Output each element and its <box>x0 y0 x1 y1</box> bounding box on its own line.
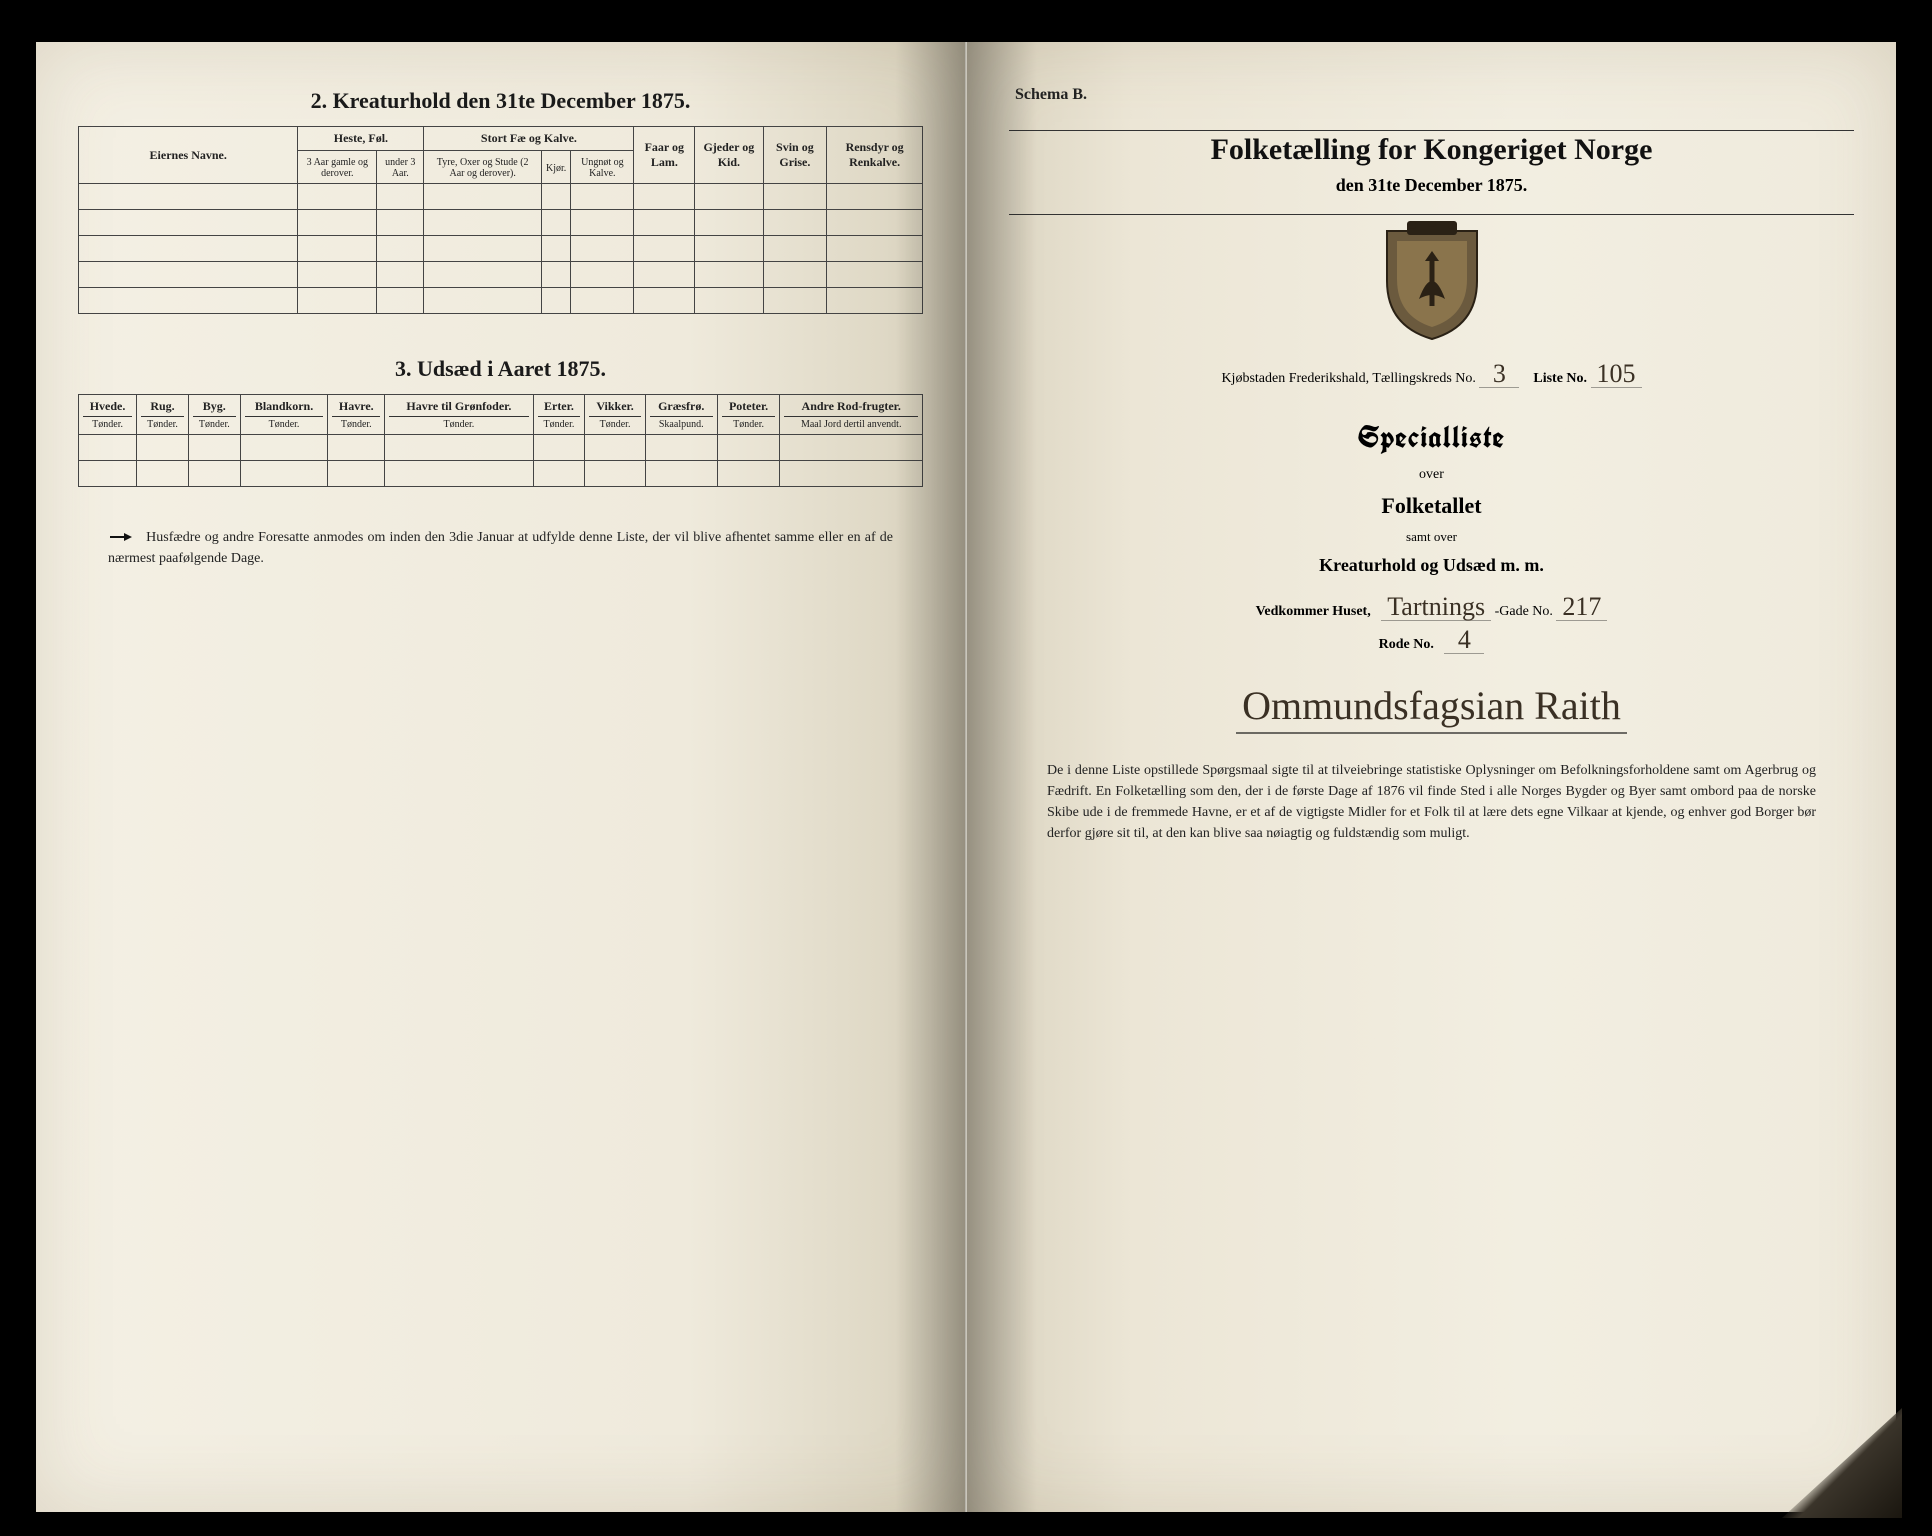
udsaed-table: Hvede.Tønder.Rug.Tønder.Byg.Tønder.Bland… <box>78 394 923 487</box>
gade-name-value: Tartnings <box>1381 594 1491 621</box>
section2-title: 2. Kreaturhold den 31te December 1875. <box>78 88 923 114</box>
table-row <box>79 184 923 210</box>
signature-value: Ommundsfagsian Raith <box>1236 686 1627 734</box>
udsaed-col: Havre.Tønder. <box>328 395 385 435</box>
udsaed-col: Byg.Tønder. <box>188 395 240 435</box>
udsaed-col: Græsfrø.Skaalpund. <box>645 395 717 435</box>
kreaturhold-table: Eiernes Navne. Heste, Føl. Stort Fæ og K… <box>78 126 923 314</box>
udsaed-col: Erter.Tønder. <box>533 395 585 435</box>
table-row <box>79 461 923 487</box>
pointing-hand-icon <box>108 529 134 545</box>
census-title: Folketælling for Kongeriget Norge <box>1009 133 1854 167</box>
sub-stort-c: Ungnøt og Kalve. <box>571 151 634 184</box>
specialliste-heading: Specialliste <box>1009 418 1854 457</box>
table-row <box>79 236 923 262</box>
liste-no-value: 105 <box>1591 361 1642 388</box>
udsaed-col: Hvede.Tønder. <box>79 395 137 435</box>
rode-no-value: 4 <box>1444 627 1484 654</box>
coat-of-arms-icon <box>1377 221 1487 341</box>
dog-ear-fold <box>1782 1408 1902 1518</box>
vedkommer-row: Vedkommer Huset, Tartnings -Gade No. 217 <box>1009 594 1854 621</box>
samt-over-label: samt over <box>1009 529 1854 545</box>
rule <box>1009 130 1854 131</box>
liste-label: Liste No. <box>1533 371 1587 386</box>
small-print: De i denne Liste opstillede Spørgsmaal s… <box>1047 760 1816 844</box>
town-kreds-row: Kjøbstaden Frederikshald, Tællingskreds … <box>1009 361 1854 388</box>
sub-stort-a: Tyre, Oxer og Stude (2 Aar og derover). <box>424 151 542 184</box>
udsaed-header-row: Hvede.Tønder.Rug.Tønder.Byg.Tønder.Bland… <box>79 395 923 435</box>
right-page: Schema B. Folketælling for Kongeriget No… <box>966 42 1896 1512</box>
rode-label: Rode No. <box>1379 637 1434 652</box>
signature-block: Ommundsfagsian Raith <box>1009 686 1854 734</box>
sub-stort-b: Kjør. <box>541 151 570 184</box>
left-page: 2. Kreaturhold den 31te December 1875. E… <box>36 42 966 1512</box>
grp-rensdyr: Rensdyr og Renkalve. <box>827 127 923 184</box>
col-eiernes: Eiernes Navne. <box>79 127 298 184</box>
grp-heste: Heste, Føl. <box>298 127 424 151</box>
vedk-prefix: Vedkommer Huset, <box>1256 604 1371 619</box>
census-date: den 31te December 1875. <box>1009 175 1854 196</box>
udsaed-col: Blandkorn.Tønder. <box>240 395 328 435</box>
rule <box>1009 214 1854 215</box>
udsaed-col: Havre til Grønfoder.Tønder. <box>385 395 533 435</box>
grp-svin: Svin og Grise. <box>763 127 827 184</box>
udsaed-col: Poteter.Tønder. <box>717 395 780 435</box>
grp-stort: Stort Fæ og Kalve. <box>424 127 634 151</box>
grp-gjeder: Gjeder og Kid. <box>695 127 763 184</box>
sub-heste-a: 3 Aar gamle og derover. <box>298 151 377 184</box>
kreaturhold-heading: Kreaturhold og Udsæd m. m. <box>1009 555 1854 576</box>
table-row <box>79 210 923 236</box>
open-book: 2. Kreaturhold den 31te December 1875. E… <box>36 42 1896 1512</box>
table-row <box>79 435 923 461</box>
udsaed-col: Andre Rod-frugter.Maal Jord dertil anven… <box>780 395 923 435</box>
over-label: over <box>1009 467 1854 483</box>
footnote-text: Husfædre og andre Foresatte anmodes om i… <box>108 530 893 566</box>
kreds-no-value: 3 <box>1479 361 1519 388</box>
table-row <box>79 288 923 314</box>
gade-label: -Gade No. <box>1495 604 1553 619</box>
table-row <box>79 262 923 288</box>
udsaed-col: Vikker.Tønder. <box>585 395 645 435</box>
town-kreds-prefix: Kjøbstaden Frederikshald, Tællingskreds … <box>1221 371 1475 386</box>
left-footnote: Husfædre og andre Foresatte anmodes om i… <box>108 527 893 569</box>
udsaed-col: Rug.Tønder. <box>137 395 189 435</box>
section3-title: 3. Udsæd i Aaret 1875. <box>78 356 923 382</box>
sub-heste-b: under 3 Aar. <box>377 151 424 184</box>
schema-label: Schema B. <box>1015 86 1854 104</box>
grp-faar: Faar og Lam. <box>634 127 695 184</box>
folketallet-heading: Folketallet <box>1009 493 1854 519</box>
rode-row: Rode No. 4 <box>1009 627 1854 654</box>
gade-no-value: 217 <box>1556 594 1607 621</box>
